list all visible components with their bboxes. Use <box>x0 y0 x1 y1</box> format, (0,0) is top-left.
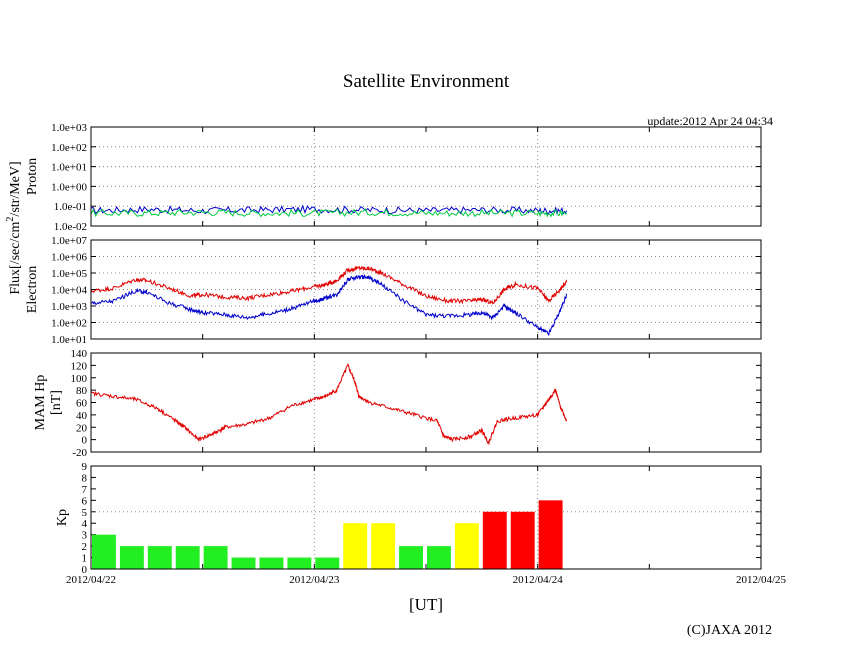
chart-panels: 1.0e-021.0e-011.0e+001.0e+011.0e+021.0e+… <box>25 122 762 576</box>
mam-hp-ytick-label: 40 <box>76 410 88 422</box>
mam-hp-ylabel: MAM Hp <box>33 375 48 431</box>
kp-bar <box>287 557 312 569</box>
proton-panel: 1.0e-02 1.0e-01 1.0e+00 1.0e+01 1.0e+02 1.0e+… <box>25 122 762 233</box>
electron-blue-line <box>90 273 568 336</box>
chart-title: Satellite Environment <box>343 71 510 92</box>
x-tick-label: 2012/04/22 <box>66 574 116 586</box>
electron-panel: 1.0e+01 1.0e+02 1.0e+03 1.0e+04 1.0e+05 1.0e+… <box>25 235 762 346</box>
kp-ytick-label: 4 <box>82 518 88 530</box>
kp-bar <box>92 534 116 569</box>
electron-ytick-label: 1.0e+04 <box>51 285 87 297</box>
kp-frame <box>90 465 762 570</box>
kp-bar <box>231 557 256 569</box>
kp-ytick-label: 3 <box>82 530 88 542</box>
kp-bar <box>147 546 172 569</box>
proton-ytick-label: 1.0e+03 <box>51 122 87 134</box>
mam-hp-ylabel-unit: [nT] <box>49 390 64 415</box>
x-axis-ticks: 2012/04/22 2012/04/23 2012/04/24 2012/04/25 <box>66 574 787 586</box>
mam-hp-ytick-label: 120 <box>71 360 88 372</box>
kp-ylabel: Kp <box>55 509 70 526</box>
electron-ytick-label: 1.0e+07 <box>51 235 87 247</box>
flux-label-sup: 2 <box>5 217 16 222</box>
flux-axis-label: Flux[/sec/cm2/str/MeV] <box>5 161 23 294</box>
x-tick-label: 2012/04/25 <box>736 574 787 586</box>
kp-ytick-label: 5 <box>82 507 88 519</box>
update-timestamp: update:2012 Apr 24 04:34 <box>647 114 773 128</box>
kp-bar <box>371 523 396 569</box>
mam-hp-red-line <box>90 363 567 446</box>
proton-ytick-label: 1.0e-01 <box>54 201 87 213</box>
flux-label-prefix: Flux[/sec/cm <box>8 221 23 294</box>
mam-hp-ytick-label: -20 <box>72 447 87 459</box>
electron-ytick-label: 1.0e+01 <box>51 334 87 346</box>
kp-bar <box>510 511 535 569</box>
kp-bar <box>482 511 507 569</box>
proton-ytick-label: 1.0e-02 <box>54 221 87 233</box>
electron-ytick-label: 1.0e+06 <box>51 252 87 264</box>
proton-ytick-label: 1.0e+02 <box>51 142 87 154</box>
mam-hp-ytick-label: 140 <box>71 348 88 360</box>
kp-bar <box>343 523 368 569</box>
kp-ytick-label: 8 <box>82 472 88 484</box>
mam-hp-ytick-label: 20 <box>76 422 88 434</box>
electron-frame <box>90 239 762 340</box>
mam-hp-frame <box>90 352 762 453</box>
kp-bar <box>203 546 228 569</box>
kp-bar <box>315 557 340 569</box>
kp-bar <box>454 523 479 569</box>
mam-hp-ytick-label: 60 <box>76 398 88 410</box>
x-axis-label: [UT] <box>409 595 443 614</box>
kp-bar <box>175 546 200 569</box>
electron-ylabel: Electron <box>25 266 40 313</box>
x-tick-label: 2012/04/24 <box>513 574 564 586</box>
proton-frame <box>90 126 762 227</box>
electron-ytick-label: 1.0e+02 <box>51 318 87 330</box>
kp-ytick-label: 9 <box>82 461 88 473</box>
electron-ytick-label: 1.0e+05 <box>51 268 87 280</box>
proton-ylabel: Proton <box>25 158 40 195</box>
kp-ytick-label: 6 <box>82 495 88 507</box>
proton-green-line <box>90 208 568 218</box>
x-tick-label: 2012/04/23 <box>289 574 340 586</box>
mam-hp-ytick-label: 80 <box>76 385 88 397</box>
proton-ytick-label: 1.0e+00 <box>51 181 87 193</box>
kp-bar <box>259 557 284 569</box>
proton-blue-line <box>90 204 568 216</box>
copyright: (C)JAXA 2012 <box>687 623 772 638</box>
kp-ytick-label: 0 <box>82 564 88 576</box>
kp-ytick-label: 1 <box>82 553 88 565</box>
kp-bar <box>427 546 451 569</box>
mam-hp-ytick-label: 100 <box>71 373 88 385</box>
kp-bar <box>119 546 144 569</box>
mam-hp-ytick-label: 0 <box>82 435 88 447</box>
flux-label-suffix: /str/MeV] <box>8 161 23 216</box>
proton-ytick-label: 1.0e+01 <box>51 162 87 174</box>
electron-red-line <box>90 265 568 305</box>
kp-bar <box>538 500 563 569</box>
kp-ytick-label: 2 <box>82 541 88 553</box>
electron-ytick-label: 1.0e+03 <box>51 301 87 313</box>
kp-bar <box>399 546 423 569</box>
kp-ytick-label: 7 <box>82 484 88 496</box>
